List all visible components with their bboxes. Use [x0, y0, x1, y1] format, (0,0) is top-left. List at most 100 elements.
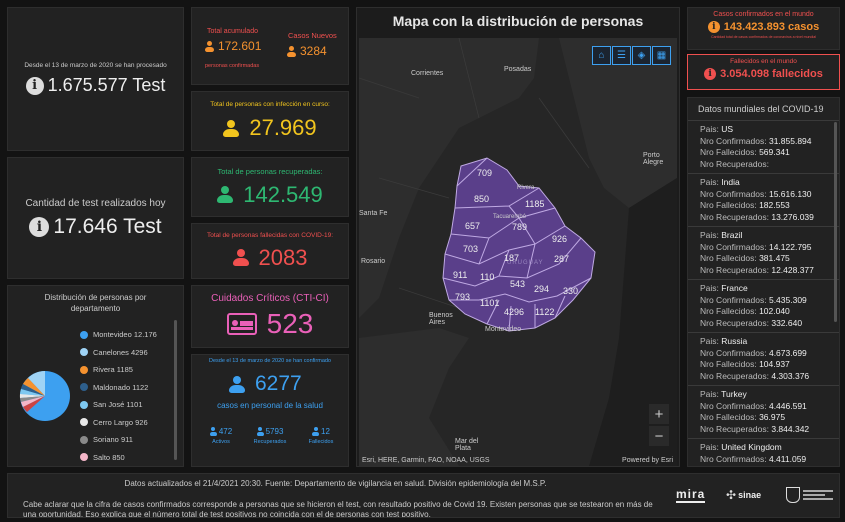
map-canvas[interactable]: Corrientes Posadas Porto Alegre Santa Fe…: [359, 38, 677, 466]
health-active-value: 472: [218, 427, 233, 436]
place-label: Mar del Plata: [455, 438, 479, 452]
world-confirmed-label: Casos confirmados en el mundo: [713, 11, 814, 18]
country-name-line: Pais: Turkey: [700, 389, 747, 399]
legend-item: San José 1101: [80, 396, 157, 414]
total-accumulated-label: Total acumulado: [207, 28, 258, 35]
legend-scrollbar[interactable]: [174, 320, 177, 460]
place-label: Rosario: [361, 258, 386, 265]
legend-dot: [80, 383, 88, 392]
world-data-title: Datos mundiales del COVID-19: [688, 98, 839, 121]
basemap-button[interactable]: ▦: [652, 46, 671, 65]
footer-disclaimer: Cabe aclarar que la cifra de casos confi…: [23, 500, 653, 517]
place-label: Santa Fe: [359, 210, 388, 217]
country-rec-line: Nro Recuperados: 13.276.039: [700, 211, 814, 222]
tests-today-value: 17.646 Test: [53, 214, 162, 238]
map-powered-by: Powered by Esri: [622, 457, 673, 464]
info-icon: i: [25, 76, 44, 95]
health-deaths-value: 12: [321, 427, 330, 436]
map-value: 287: [554, 254, 570, 264]
legend-item: Salto 850: [80, 449, 157, 467]
country-conf-line: Nro Confirmados: 4.411.059: [700, 453, 807, 464]
country-fall-line: Nro Fallecidos: 36.975: [700, 412, 786, 422]
health-staff-panel: Desde el 13 de marzo de 2020 se han conf…: [191, 354, 349, 467]
country-item: Pais: Turkey Nro Confirmados: 4.446.591 Nr…: [688, 386, 839, 439]
country-item: Pais: Brazil Nro Confirmados: 14.122.795 N…: [688, 227, 839, 280]
legend-dot: [80, 400, 88, 409]
layers-button[interactable]: ◈: [632, 46, 651, 65]
health-deaths-label: Fallecidos: [308, 439, 334, 445]
zoom-controls: + −: [649, 404, 669, 446]
country-item: Pais: Russia Nro Confirmados: 4.673.699 Nr…: [688, 333, 839, 386]
country-list[interactable]: Pais: US Nro Confirmados: 31.855.894 Nro F…: [688, 121, 839, 466]
health-recovered-label: Recuperados: [253, 439, 287, 445]
legend-item: Cerro Largo 926: [80, 414, 157, 432]
country-fall-line: Nro Fallecidos: 104.937: [700, 359, 790, 369]
zoom-out-button[interactable]: −: [649, 426, 669, 446]
tests-processed-label: Desde el 13 de marzo de 2020 se han proc…: [24, 62, 167, 69]
place-label: Porto Alegre: [643, 152, 664, 166]
person-icon: [209, 427, 217, 436]
critical-care-value: 523: [266, 308, 314, 339]
ministry-logo: [786, 487, 833, 503]
country-fall-line: Nro Fallecidos: 127.577: [700, 465, 839, 466]
legend-dot: [80, 453, 88, 462]
recovered-panel: Total de personas recuperadas: 142.549: [191, 157, 349, 217]
map-value: 793: [455, 292, 471, 302]
world-deaths-label: Fallecidos en el mundo: [730, 58, 797, 65]
map-graphic: [359, 38, 677, 466]
country-rec-line: Nro Recuperados: 332.640: [700, 317, 803, 328]
person-icon: [223, 119, 240, 137]
place-label: Tacuarembó: [493, 214, 527, 220]
person-icon: [287, 45, 296, 57]
ministry-logo-lines: [803, 488, 833, 502]
legend-item: Canelones 4296: [80, 344, 157, 362]
zoom-in-button[interactable]: +: [649, 404, 669, 424]
country-conf-line: Nro Confirmados: 5.435.309: [700, 294, 807, 305]
deaths-value: 2083: [258, 244, 308, 270]
map-value: 330: [563, 286, 579, 296]
country-item: Pais: India Nro Confirmados: 15.616.130 Nr…: [688, 174, 839, 227]
country-fall-line: Nro Fallecidos: 102.040: [700, 306, 790, 316]
country-fall-line: Nro Fallecidos: 182.553: [700, 200, 790, 210]
home-icon: ⌂: [598, 50, 605, 61]
map-value: 294: [534, 284, 550, 294]
place-label: Rivera: [517, 185, 535, 191]
country-conf-line: Nro Confirmados: 4.446.591: [700, 400, 807, 411]
distribution-legend: Montevideo 12.176 Canelones 4296 Rivera …: [80, 326, 157, 466]
map-value: 543: [510, 279, 526, 289]
legend-dot: [80, 365, 88, 374]
distribution-pie-chart: [19, 371, 70, 421]
deaths-panel: Total de personas fallecidas con COVID-1…: [191, 223, 349, 279]
country-name-line: Pais: US: [700, 124, 734, 134]
place-label: Buenos Aires: [429, 312, 453, 326]
person-icon: [256, 427, 264, 436]
legend-dot: [80, 348, 88, 357]
active-infections-panel: Total de personas con infección en curso…: [191, 91, 349, 151]
map-value: 4296: [504, 307, 525, 317]
map-labels: Corrientes Posadas Porto Alegre Santa Fe…: [359, 38, 677, 466]
hospital-bed-icon: [226, 313, 257, 335]
world-confirmed-note: Cantidad total de casos confirmados de c…: [711, 35, 816, 39]
country-list-scrollbar[interactable]: [834, 122, 837, 322]
layer-list-button[interactable]: ☰: [612, 46, 631, 65]
map-title: Mapa con la distribución de personas: [392, 13, 644, 29]
map-value: 657: [465, 221, 481, 231]
map-value: 1101: [480, 298, 500, 308]
country-item: Pais: United Kingdom Nro Confirmados: 4.4…: [688, 439, 839, 466]
department-distribution-panel: Distribución de personas por departament…: [7, 285, 184, 467]
health-active-label: Activos: [212, 439, 230, 445]
health-staff-label: Desde el 13 de marzo de 2020 se han conf…: [209, 358, 331, 364]
home-button[interactable]: ⌂: [592, 46, 611, 65]
country-conf-line: Nro Confirmados: 4.673.699: [700, 347, 807, 358]
place-label: URUGUAY: [507, 260, 544, 266]
place-label: Corrientes: [411, 70, 444, 77]
country-name-line: Pais: Brazil: [700, 230, 743, 240]
info-icon: i: [704, 68, 717, 80]
country-rec-line: Nro Recuperados: 12.428.377: [700, 264, 814, 275]
map-value: 926: [552, 234, 568, 244]
map-value: 911: [453, 270, 468, 280]
active-infections-value: 27.969: [249, 115, 317, 140]
map-value: 789: [512, 222, 528, 232]
country-name-line: Pais: Russia: [700, 336, 748, 346]
country-fall-line: Nro Fallecidos: 569.341: [700, 147, 790, 157]
